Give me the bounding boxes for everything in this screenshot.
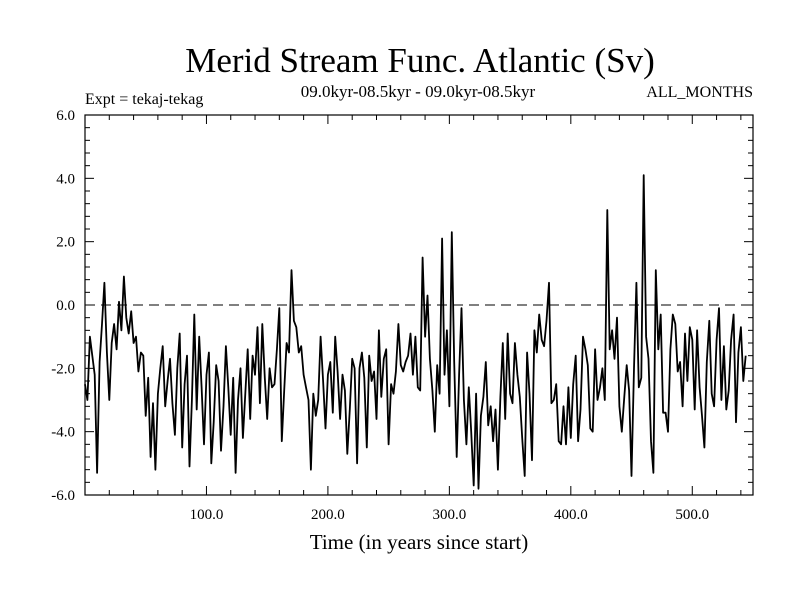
experiment-label: Expt = tekaj-tekag [85, 91, 203, 108]
chart-title: Merid Stream Func. Atlantic (Sv) [185, 41, 655, 80]
x-tick-label: 300.0 [432, 507, 466, 523]
y-tick-label: -2.0 [51, 361, 75, 377]
x-tick-label: 400.0 [554, 507, 588, 523]
y-tick-label: 2.0 [56, 235, 75, 251]
chart-subtitle: 09.0kyr-08.5kyr - 09.0kyr-08.5kyr [301, 82, 536, 101]
y-tick-label: -6.0 [51, 488, 75, 504]
y-tick-label: 0.0 [56, 298, 75, 314]
x-tick-label: 500.0 [675, 507, 709, 523]
x-tick-label: 100.0 [190, 507, 224, 523]
months-label: ALL_MONTHS [646, 84, 753, 101]
y-tick-label: 4.0 [56, 171, 75, 187]
y-tick-label: -4.0 [51, 425, 75, 441]
y-axis-tick-labels: -6.0 -4.0 -2.0 0.0 2.0 4.0 6.0 [51, 108, 75, 504]
x-tick-label: 200.0 [311, 507, 345, 523]
x-axis-tick-labels: 100.0 200.0 300.0 400.0 500.0 [190, 507, 710, 523]
series-line [84, 174, 747, 490]
x-axis-ticks [108, 115, 742, 495]
y-tick-label: 6.0 [56, 108, 75, 124]
x-axis-label: Time (in years since start) [310, 530, 529, 554]
